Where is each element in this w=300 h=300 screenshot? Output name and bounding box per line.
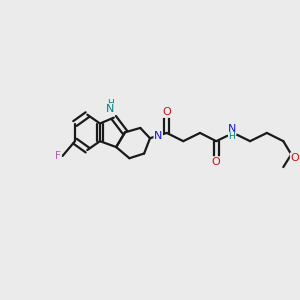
Text: O: O	[290, 153, 299, 163]
Text: H: H	[107, 99, 114, 108]
Text: H: H	[228, 132, 235, 141]
Text: N: N	[228, 124, 236, 134]
Text: N: N	[154, 131, 162, 141]
Text: F: F	[55, 151, 61, 161]
Text: N: N	[106, 104, 115, 114]
Text: O: O	[162, 107, 171, 117]
Text: O: O	[212, 157, 220, 167]
